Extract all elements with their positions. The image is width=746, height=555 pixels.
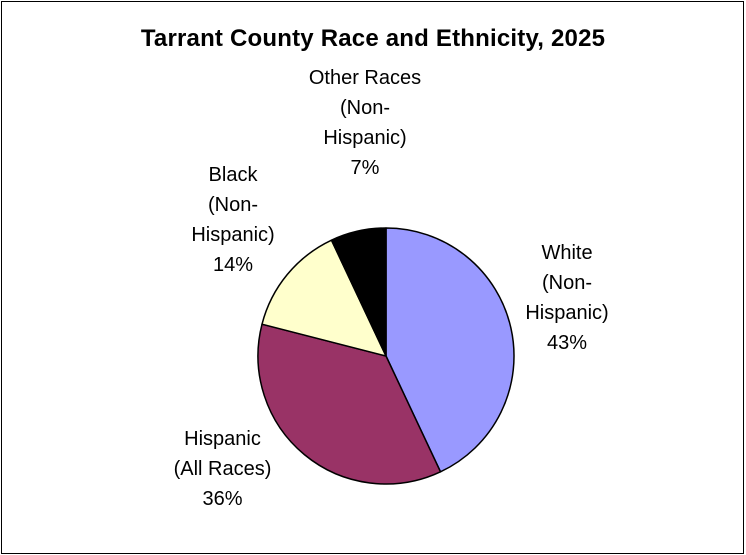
slice-value-black: 14% (212, 254, 254, 276)
slice-label-hispanic-line1: Hispanic (184, 428, 261, 450)
slice-label-black-line2: (Non- (207, 194, 258, 216)
pie-slice-other (330, 227, 387, 357)
pie-slices (257, 227, 515, 485)
slice-label-black-line3: Hispanic) (191, 224, 275, 246)
slice-label-other: Other Races (Non- Hispanic) 7% (290, 63, 440, 183)
slice-label-white-line2: (Non- (541, 272, 592, 294)
slice-label-other-line2: (Non- (339, 97, 390, 119)
slice-value-other: 7% (350, 157, 380, 179)
pie-slice-hispanic (257, 323, 442, 485)
chart-title: Tarrant County Race and Ethnicity, 2025 (140, 25, 606, 52)
slice-value-white: 43% (546, 332, 588, 354)
pie-slice-white (385, 227, 515, 473)
slice-label-black-line1: Black (208, 164, 258, 186)
slice-label-black: Black (Non- Hispanic) 14% (178, 160, 288, 280)
slice-label-white: White (Non- Hispanic) 43% (512, 238, 622, 358)
slice-label-white-line3: Hispanic) (525, 302, 609, 324)
slice-label-hispanic-line2: (All Races) (173, 458, 272, 480)
slice-label-white-line1: White (541, 242, 593, 264)
slice-value-hispanic: 36% (202, 488, 243, 510)
slice-label-hispanic: Hispanic (All Races) 36% (155, 424, 290, 514)
pie-slice-black (261, 239, 387, 357)
slice-label-other-line1: Other Races (308, 67, 422, 89)
slice-label-other-line3: Hispanic) (323, 127, 407, 149)
